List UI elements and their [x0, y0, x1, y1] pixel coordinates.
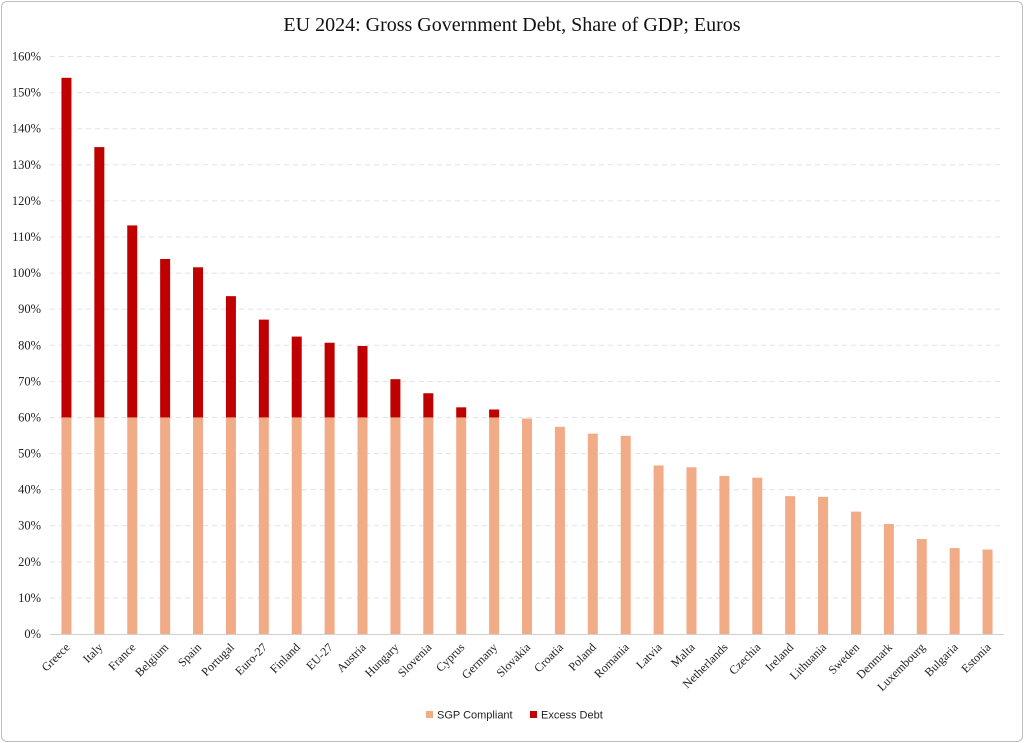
x-tick-label: EU-27 [303, 640, 336, 673]
bar-excess-debt [127, 225, 138, 418]
y-tick-label: 150% [12, 86, 41, 100]
x-tick-label: Malta [668, 640, 698, 670]
bar-sgp-compliant [653, 465, 664, 634]
x-tick-label: Greece [39, 640, 73, 674]
x-tick-label: Belgium [132, 640, 172, 680]
bar-excess-debt [160, 258, 171, 418]
x-tick-label: Euro-27 [232, 640, 270, 678]
y-tick-label: 70% [18, 374, 41, 388]
bar-sgp-compliant [324, 417, 335, 634]
y-tick-label: 20% [18, 555, 41, 569]
bar-sgp-compliant [686, 467, 697, 634]
y-tick-label: 0% [24, 627, 41, 641]
bar-excess-debt [94, 147, 105, 418]
bar-sgp-compliant [127, 417, 138, 634]
bar-sgp-compliant [291, 417, 302, 634]
x-tick-label: Italy [80, 640, 105, 665]
bar-sgp-compliant [456, 417, 467, 634]
legend-swatch [426, 711, 433, 718]
bar-excess-debt [456, 407, 467, 418]
y-tick-label: 160% [12, 50, 41, 64]
bar-sgp-compliant [785, 496, 796, 634]
y-tick-label: 130% [12, 158, 41, 172]
chart-title: EU 2024: Gross Government Debt, Share of… [283, 14, 741, 36]
legend-swatch [530, 711, 537, 718]
bar-sgp-compliant [522, 418, 532, 634]
bar-sgp-compliant [94, 417, 105, 634]
bar-sgp-compliant [160, 417, 171, 634]
bar-excess-debt [258, 319, 269, 418]
bar-sgp-compliant [850, 511, 861, 634]
bar-excess-debt [225, 296, 236, 418]
bar-excess-debt [61, 77, 72, 418]
y-tick-label: 110% [12, 230, 41, 244]
x-tick-label: Spain [175, 640, 204, 669]
bar-sgp-compliant [489, 417, 500, 634]
bar-sgp-compliant [390, 417, 401, 634]
y-tick-label: 90% [18, 302, 41, 316]
bar-excess-debt [193, 267, 204, 418]
bar-sgp-compliant [554, 426, 565, 634]
bar-sgp-compliant [225, 417, 236, 634]
y-tick-label: 140% [12, 122, 41, 136]
y-tick-label: 30% [18, 519, 41, 533]
bar-excess-debt [423, 393, 434, 418]
bar-excess-debt [390, 379, 401, 418]
bar-excess-debt [357, 345, 368, 418]
bar-sgp-compliant [620, 435, 631, 634]
bar-sgp-compliant [982, 549, 993, 634]
bar-excess-debt [324, 342, 335, 418]
bar-sgp-compliant [719, 475, 730, 634]
x-tick-label: Czechia [726, 640, 764, 678]
bar-sgp-compliant [916, 539, 927, 634]
bar-sgp-compliant [949, 548, 960, 634]
x-tick-label: Slovenia [395, 640, 435, 680]
y-tick-label: 120% [12, 194, 41, 208]
y-tick-label: 60% [18, 410, 41, 424]
bar-excess-debt [291, 336, 302, 418]
x-tick-label: Estonia [958, 640, 994, 676]
legend-label: Excess Debt [541, 710, 603, 722]
x-tick-label: Slovakia [494, 640, 534, 680]
bar-sgp-compliant [818, 496, 829, 634]
x-tick-label: Romania [591, 640, 632, 681]
legend-label: SGP Compliant [437, 710, 513, 722]
x-tick-label: Latvia [633, 640, 665, 672]
bar-sgp-compliant [423, 417, 434, 634]
bar-sgp-compliant [883, 523, 894, 634]
bar-sgp-compliant [193, 417, 204, 634]
y-tick-label: 10% [18, 591, 41, 605]
x-tick-label: Croatia [531, 640, 566, 675]
x-tick-label: Finland [267, 640, 303, 676]
x-tick-label: Portugal [198, 640, 237, 679]
bar-sgp-compliant [357, 417, 368, 634]
bar-excess-debt [489, 409, 500, 418]
x-tick-label: Lithuania [787, 640, 830, 683]
y-tick-label: 80% [18, 338, 41, 352]
y-tick-label: 100% [12, 266, 41, 280]
y-tick-label: 50% [18, 447, 41, 461]
x-tick-label: Hungary [362, 640, 402, 680]
x-tick-label: Bulgaria [922, 640, 962, 680]
bar-sgp-compliant [587, 433, 598, 634]
y-tick-label: 40% [18, 483, 41, 497]
bar-sgp-compliant [61, 417, 72, 634]
bar-sgp-compliant [752, 477, 763, 634]
x-tick-label: Germany [459, 640, 500, 681]
bar-sgp-compliant [258, 417, 269, 634]
